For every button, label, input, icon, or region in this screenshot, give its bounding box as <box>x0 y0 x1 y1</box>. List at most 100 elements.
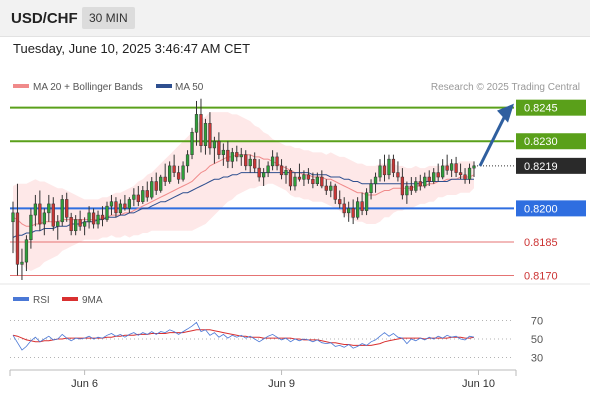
candle-body-down <box>400 176 405 196</box>
candle-body-down <box>445 165 449 171</box>
candle <box>185 150 190 173</box>
candle-body-up <box>194 114 199 133</box>
candle-body-down <box>275 156 279 167</box>
candle <box>306 168 311 184</box>
candle <box>405 181 409 204</box>
forecast-arrow-shaft <box>478 112 508 167</box>
candle-body-up <box>29 214 33 240</box>
candle-body-down <box>15 212 20 265</box>
candle-body-up <box>20 261 24 265</box>
rsi-legend: RSI 9MA <box>13 295 103 306</box>
candle-body-down <box>458 172 463 176</box>
candle-body-up <box>190 132 194 155</box>
candle-body-up <box>203 123 208 146</box>
candle-body-down <box>123 203 127 209</box>
candle <box>172 154 176 178</box>
candle-body-down <box>78 219 82 227</box>
candle <box>190 127 194 160</box>
candle-body-down <box>176 172 181 180</box>
candle <box>418 174 422 191</box>
ma50-legend-label: MA 50 <box>175 82 204 93</box>
copyright-text: Research © 2025 Trading Central <box>431 82 580 93</box>
candle-body-up <box>270 156 275 167</box>
rsi-ma-line <box>12 329 475 346</box>
candle-body-down <box>163 176 167 182</box>
candle <box>176 165 181 184</box>
candle <box>382 154 387 182</box>
candle <box>230 147 234 169</box>
level-badge-0.8245 <box>516 99 586 116</box>
candle <box>279 159 284 180</box>
forecast-arrow-head <box>497 103 514 123</box>
candle-body-down <box>382 165 387 176</box>
chart-header: USD/CHF 30 MIN <box>0 0 590 37</box>
candle <box>244 150 248 171</box>
candle <box>159 174 163 193</box>
candle <box>87 206 91 229</box>
bollinger-bands <box>13 112 474 271</box>
candle <box>248 154 252 173</box>
candle <box>127 197 132 213</box>
candle-body-down <box>235 152 239 158</box>
candle <box>212 136 217 164</box>
candle <box>409 177 413 195</box>
candle <box>324 179 328 195</box>
candle-body-up <box>109 201 114 207</box>
candle <box>454 156 458 178</box>
candle-body-up <box>82 221 87 227</box>
candle <box>400 168 405 200</box>
candle-body-down <box>306 174 311 180</box>
candle <box>436 163 440 182</box>
candle-body-up <box>168 165 172 182</box>
candle-body-up <box>141 190 145 202</box>
candle <box>163 163 167 186</box>
candle-body-up <box>262 172 266 178</box>
candle <box>378 159 382 182</box>
candle-body-up <box>329 185 333 191</box>
candle <box>423 172 427 189</box>
candle-body-down <box>226 149 230 162</box>
timeframe-badge[interactable]: 30 MIN <box>82 7 135 29</box>
ma50-swatch <box>156 84 172 88</box>
level-badge-0.8230 <box>516 133 586 150</box>
candle <box>154 172 158 195</box>
symbol-title: USD/CHF <box>11 10 78 27</box>
candle-body-up <box>47 203 51 214</box>
rsi-tick-label-30: 30 <box>531 352 543 364</box>
candle <box>333 183 337 204</box>
candle-body-down <box>342 203 346 214</box>
candle <box>315 172 319 186</box>
candle <box>51 197 55 231</box>
candle <box>266 161 270 178</box>
candle <box>15 183 20 276</box>
candle-body-down <box>351 208 355 218</box>
candle <box>347 201 351 222</box>
candle-body-up <box>181 165 185 180</box>
candle <box>262 168 266 186</box>
candle-body-up <box>369 183 373 193</box>
candle-body-down <box>396 172 400 178</box>
candle <box>78 210 82 231</box>
candle <box>284 165 288 184</box>
rsi-line <box>12 321 475 351</box>
level-label-0.8245: 0.8245 <box>524 103 558 115</box>
candlesticks <box>11 98 476 280</box>
candle-body-up <box>373 176 378 185</box>
candle-body-up <box>347 208 351 214</box>
candle <box>360 192 364 216</box>
candle <box>463 168 467 184</box>
candle <box>355 197 360 220</box>
x-tick-label: Jun 9 <box>268 378 295 390</box>
candle-body-down <box>199 114 203 146</box>
candle-body-down <box>338 199 342 205</box>
candle <box>458 163 463 180</box>
timestamp: Tuesday, June 10, 2025 3:46:47 AM CET <box>13 41 251 56</box>
candle-body-down <box>100 214 105 220</box>
candle-body-down <box>320 176 324 187</box>
candle-body-up <box>212 140 217 149</box>
candle-body-up <box>11 212 15 223</box>
candle-body-down <box>253 158 257 169</box>
candle-body-down <box>257 167 261 178</box>
candle-body-up <box>42 212 46 225</box>
candle <box>24 235 29 272</box>
